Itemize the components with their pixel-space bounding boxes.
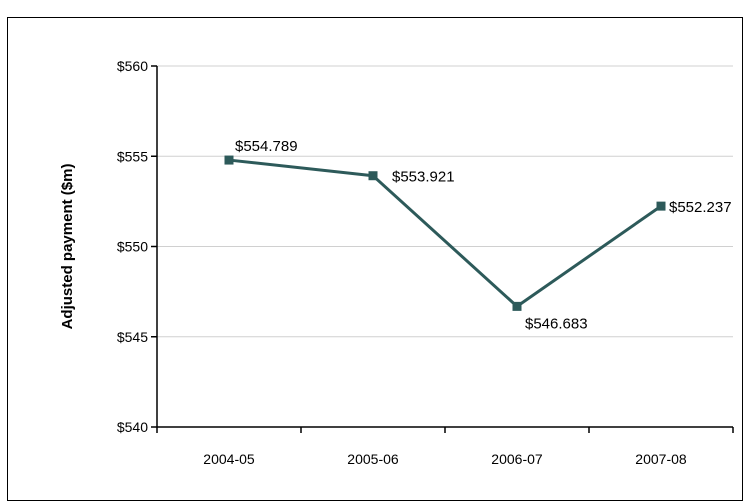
y-tick-label: $540 — [117, 419, 148, 435]
x-tick-label: 2005-06 — [347, 451, 399, 467]
y-tick-label: $560 — [117, 58, 148, 74]
x-tick-label: 2006-07 — [491, 451, 543, 467]
data-label: $546.683 — [525, 315, 588, 332]
series-line — [228, 158, 662, 308]
y-axis-title: Adjusted payment ($m) — [59, 164, 76, 330]
x-tick-label: 2007-08 — [635, 451, 687, 467]
data-label: $554.789 — [235, 138, 298, 155]
data-point — [368, 171, 378, 181]
y-tick-label: $555 — [117, 148, 148, 164]
y-tick-label: $550 — [117, 239, 148, 255]
axes: $540 $545 $550 $555 $560 2004-05 2005-06 2006-0… — [59, 58, 734, 467]
data-label: $552.237 — [669, 199, 732, 216]
gridlines — [157, 65, 733, 338]
data-label: $553.921 — [392, 169, 455, 186]
series — [224, 155, 666, 311]
x-tick-label: 2004-05 — [203, 451, 255, 467]
labels: $554.789 $553.921 $546.683 $552.237 — [235, 138, 732, 332]
chart-frame — [7, 17, 743, 501]
data-point — [224, 155, 234, 165]
data-point — [512, 301, 522, 311]
y-tick-label: $545 — [117, 329, 148, 345]
data-point — [656, 201, 666, 211]
